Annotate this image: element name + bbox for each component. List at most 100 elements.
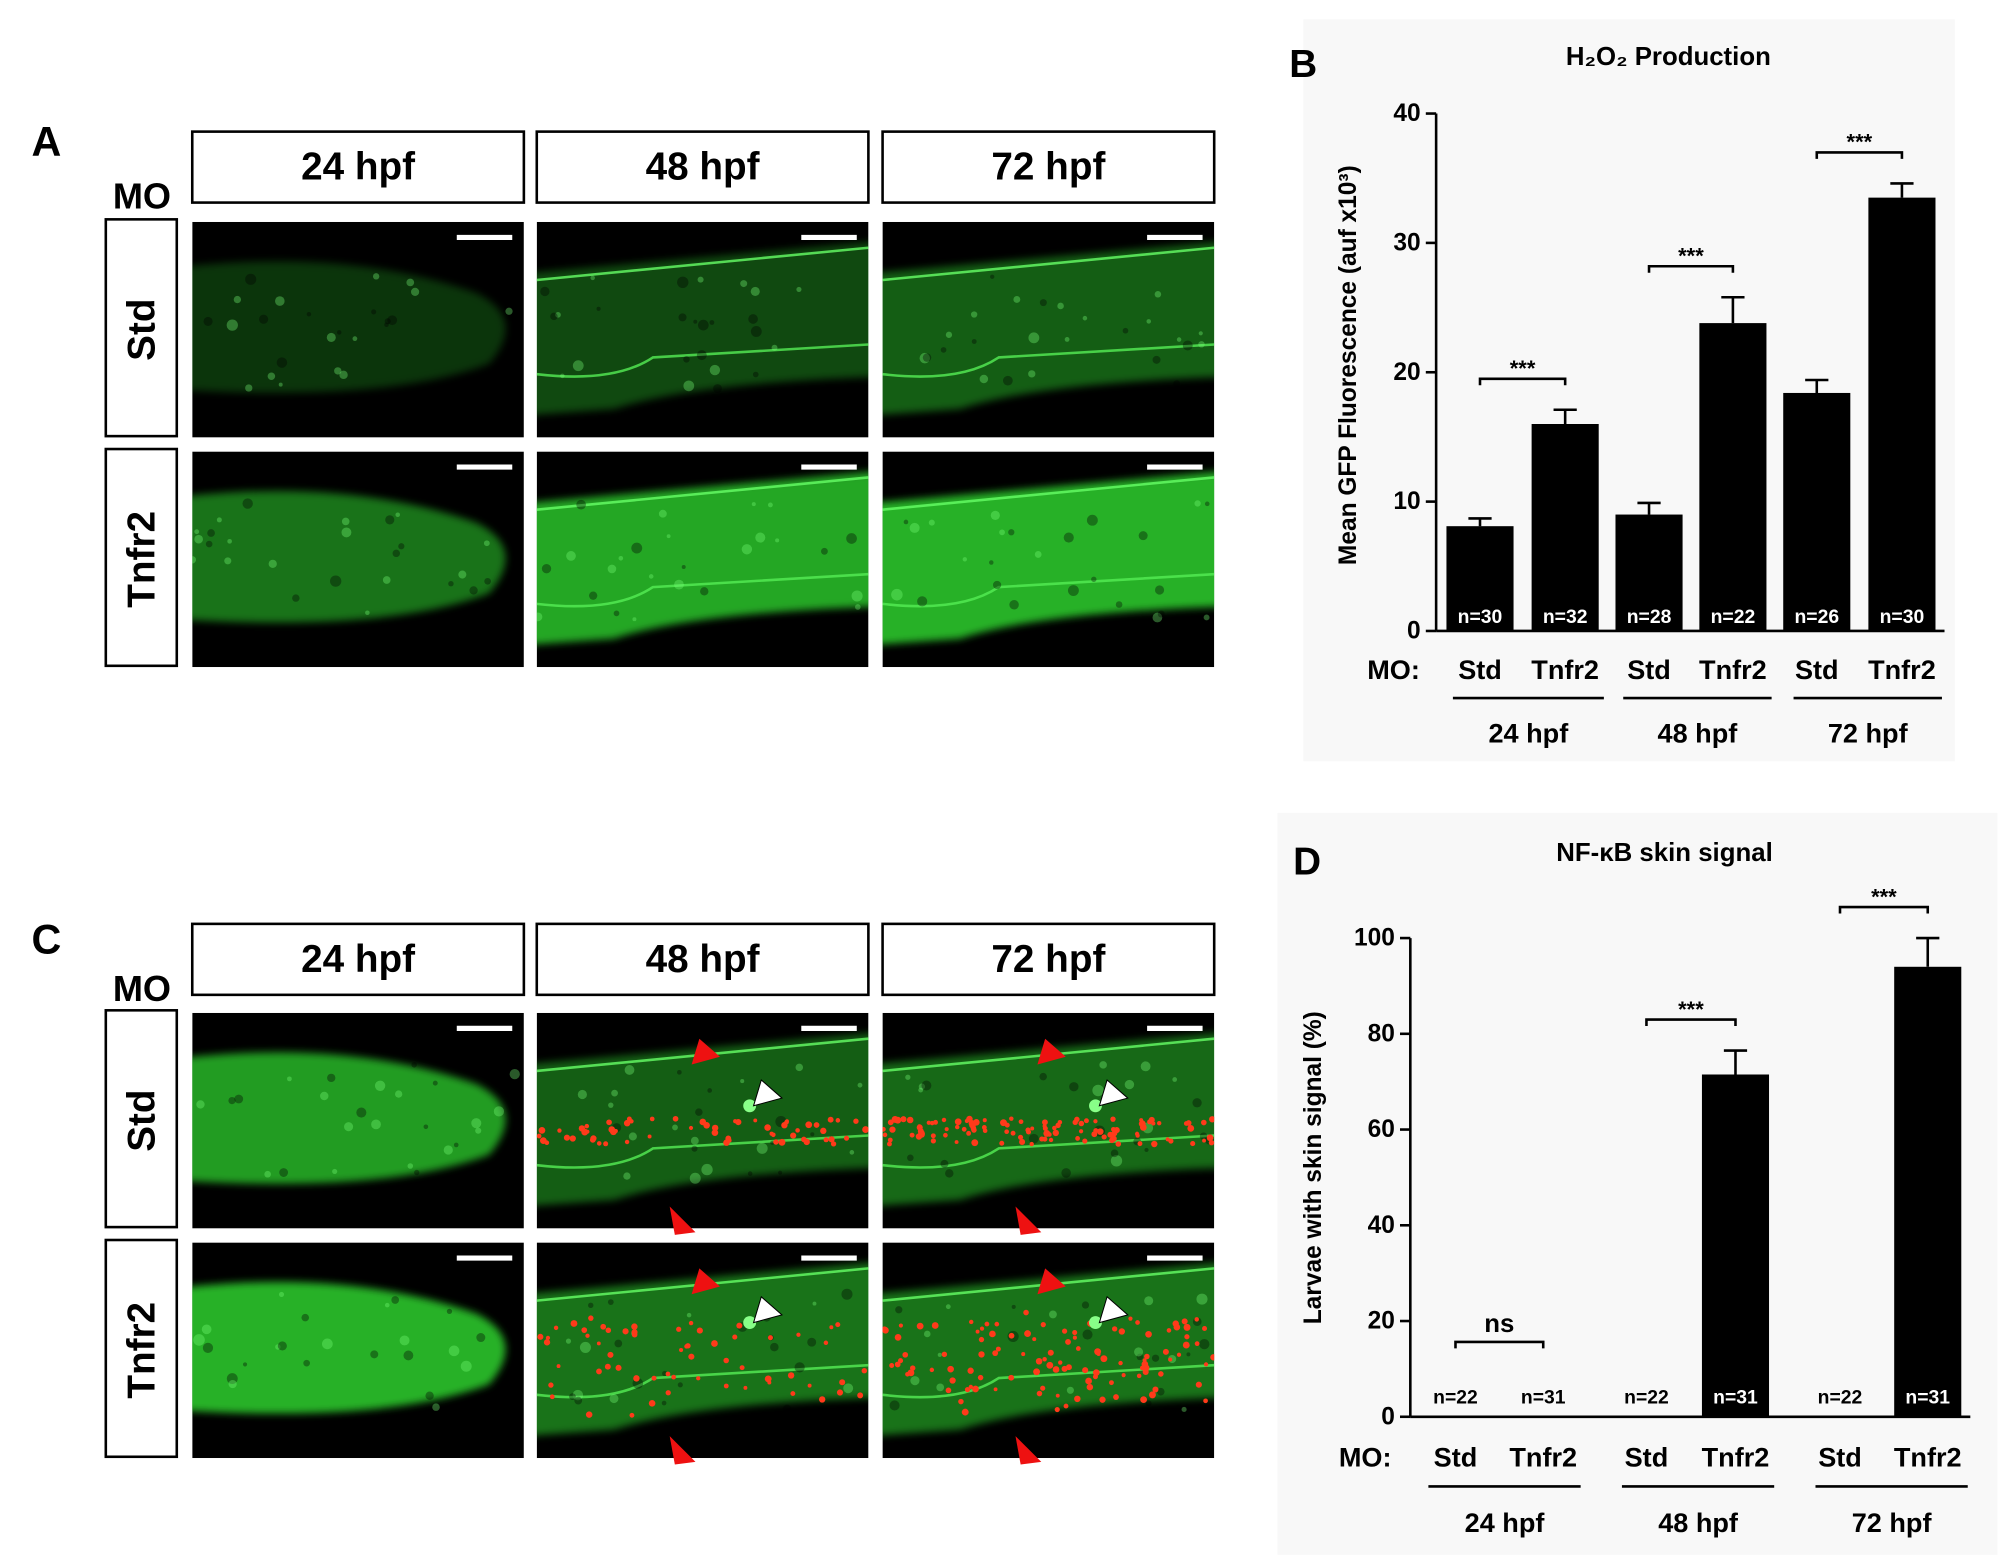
cell-spot (1199, 1132, 1208, 1141)
red-cell (1042, 1119, 1048, 1126)
cell-spot (228, 1379, 237, 1389)
red-cell (1024, 1330, 1031, 1338)
cell-spot (458, 570, 467, 579)
red-cell (603, 1141, 609, 1147)
red-cell (556, 1364, 561, 1369)
red-cell (651, 1375, 657, 1381)
red-cell (743, 1385, 748, 1390)
red-cell (1202, 1138, 1206, 1143)
red-cell (733, 1119, 738, 1124)
cell-spot (807, 1337, 817, 1347)
cell-spot (677, 1069, 682, 1075)
n-label: n=26 (1794, 606, 1839, 628)
red-cell (926, 1120, 931, 1125)
red-cell (919, 1131, 925, 1138)
bar (1531, 424, 1599, 631)
cell-spot (365, 610, 370, 616)
red-cell (1185, 1120, 1192, 1126)
red-cell (1109, 1137, 1115, 1144)
cell-spot (1140, 1061, 1151, 1072)
red-cell (739, 1365, 745, 1371)
red-cell (882, 1326, 888, 1333)
cell-spot (1099, 1061, 1107, 1069)
red-cell (796, 1332, 801, 1337)
error-bar (1805, 378, 1829, 393)
group-label: 24 hpf (1465, 1507, 1546, 1538)
cell-spot (572, 360, 584, 372)
cell-spot (748, 314, 758, 324)
cell-spot (1067, 585, 1079, 596)
cell-spot (1061, 1168, 1071, 1178)
red-cell (688, 1353, 695, 1360)
red-cell (727, 1138, 732, 1143)
cell-spot (709, 320, 715, 325)
red-cell (989, 1330, 996, 1338)
cell-spot (891, 588, 903, 601)
column-header: 72 hpf (991, 146, 1105, 189)
cell-spot (1069, 1082, 1079, 1092)
red-cell (764, 1124, 771, 1131)
cell-spot (1008, 529, 1015, 536)
red-cell (1182, 1341, 1190, 1349)
red-cell (1203, 1398, 1208, 1404)
cell-spot (756, 1142, 768, 1154)
y-tick-label: 100 (1354, 925, 1395, 952)
significance-label: *** (1510, 356, 1536, 381)
red-cell (807, 1383, 812, 1388)
red-cell (1078, 1120, 1085, 1127)
micrograph (882, 221, 1215, 438)
red-cell (1210, 1354, 1215, 1361)
cell-spot (921, 1080, 932, 1091)
cell-spot (1013, 296, 1021, 303)
red-cell (784, 1119, 789, 1125)
cell-spot (275, 296, 285, 306)
red-cell (829, 1325, 834, 1330)
micrograph (536, 451, 869, 668)
red-cell (889, 1126, 896, 1133)
cell-spot (1152, 355, 1161, 364)
cell-spot (471, 1118, 482, 1129)
red-cell (589, 1137, 596, 1143)
red-cell (1115, 1141, 1122, 1147)
red-cell (1093, 1128, 1099, 1134)
arrowhead (752, 1295, 783, 1324)
cell-spot (448, 1345, 460, 1357)
cell-spot (695, 1108, 703, 1116)
cell-spot (384, 322, 389, 328)
red-cell (1039, 1136, 1045, 1142)
cell-spot (267, 372, 276, 380)
red-cell (1121, 1373, 1126, 1378)
cell-spot (233, 295, 242, 304)
cell-spot (628, 1132, 637, 1141)
x-tick-label: Tnfr2 (1868, 654, 1936, 685)
red-cell (1075, 1346, 1081, 1351)
red-cell (1152, 1386, 1159, 1393)
cell-spot (560, 373, 565, 379)
cell-spot (259, 314, 269, 324)
red-cell (623, 1119, 631, 1127)
cell-spot (341, 517, 350, 526)
cell-spot (569, 1393, 576, 1401)
red-cell (820, 1127, 827, 1135)
outline (536, 476, 869, 511)
red-cell (1092, 1374, 1098, 1380)
red-cell (600, 1323, 607, 1330)
red-cell (861, 1367, 868, 1374)
cell-spot (398, 543, 405, 550)
cell-spot (691, 1145, 698, 1152)
group-label: 72 hpf (1852, 1507, 1933, 1538)
cell-spot (1039, 1072, 1047, 1081)
cell-spot (432, 1080, 438, 1086)
red-cell (889, 1363, 895, 1368)
panel-letter: D (1293, 840, 1321, 883)
red-cell (569, 1135, 576, 1142)
red-cell (1158, 1371, 1164, 1377)
cell-spot (752, 371, 759, 378)
red-cell (1173, 1323, 1181, 1331)
red-cell (954, 1140, 959, 1144)
red-cell (973, 1119, 980, 1126)
bar (1699, 323, 1767, 631)
cell-spot (391, 1296, 400, 1304)
red-cell (944, 1127, 949, 1132)
arrowhead (752, 1079, 783, 1107)
